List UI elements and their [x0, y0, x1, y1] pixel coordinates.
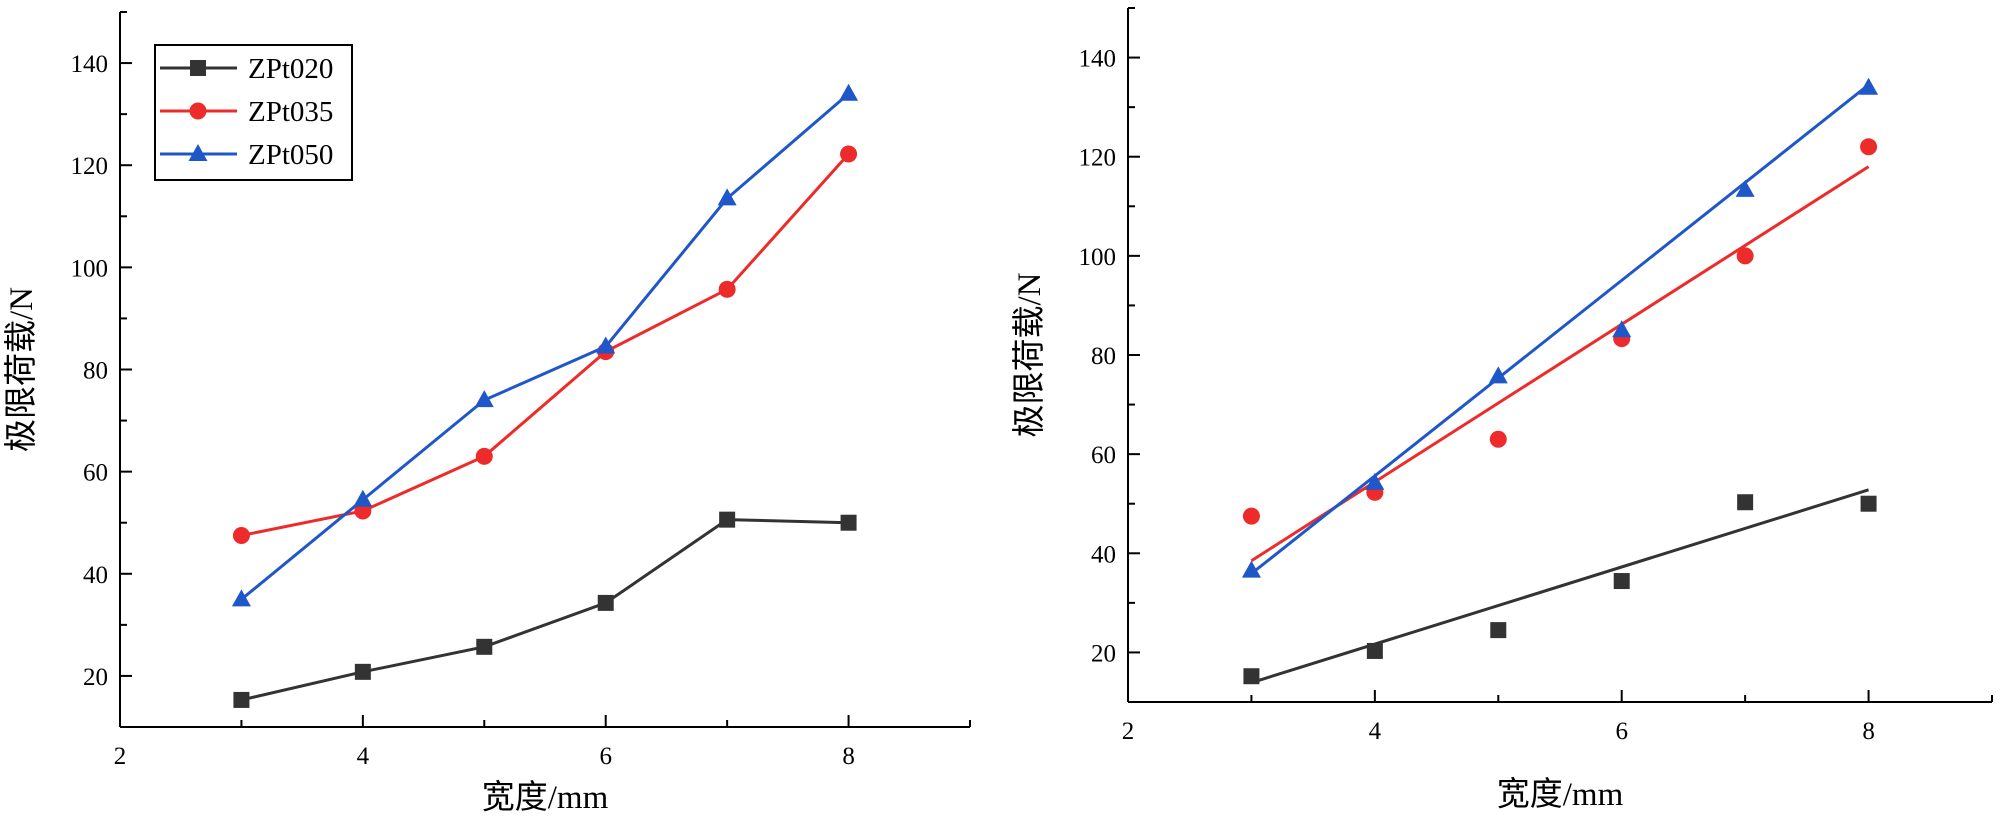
legend-marker — [188, 144, 208, 161]
fit-line-ZPt035 — [1250, 165, 1870, 562]
series-ZPt050 — [231, 83, 859, 607]
data-point-ZPt050 — [1735, 179, 1755, 197]
data-point-ZPt020 — [1613, 573, 1630, 590]
data-point-ZPt020 — [1737, 494, 1754, 511]
y-tick-label: 20 — [1091, 640, 1116, 667]
data-point-ZPt020 — [719, 511, 736, 528]
data-point-ZPt050 — [231, 589, 251, 607]
chart-panel-2: 20 40 60 80 100 120 140 2 4 6 8 宽度/mm 极限荷载/N — [1011, 7, 1993, 813]
data-point-ZPt020 — [476, 638, 493, 655]
data-point-ZPt050 — [839, 83, 859, 101]
data-point-ZPt035 — [1489, 430, 1507, 448]
data-point-ZPt050 — [1612, 320, 1632, 338]
x-tick-label: 2 — [1122, 718, 1135, 745]
data-point-ZPt035 — [232, 526, 250, 544]
legend-marker — [189, 102, 207, 120]
series-ZPt020 — [1243, 488, 1877, 685]
series-ZPt035 — [1242, 138, 1878, 562]
y-axis-title: 极限荷载/N — [3, 287, 40, 452]
data-point-ZPt035 — [1860, 138, 1878, 156]
y-tick-label: 20 — [83, 664, 108, 691]
y-tick-label: 100 — [1079, 244, 1117, 271]
data-point-ZPt035 — [475, 447, 493, 465]
legend-label: ZPt035 — [248, 96, 333, 128]
y-tick-label: 140 — [71, 51, 109, 78]
legend: ZPt020 ZPt035 ZPt050 — [154, 44, 353, 181]
x-tick-label: 4 — [357, 743, 370, 770]
data-point-ZPt050 — [1365, 472, 1385, 490]
data-point-ZPt050 — [1859, 77, 1879, 95]
data-point-ZPt020 — [1860, 495, 1877, 512]
y-tick-label: 80 — [83, 358, 108, 385]
data-point-ZPt020 — [597, 594, 614, 611]
x-tick-label: 8 — [842, 743, 855, 770]
series-ZPt035 — [232, 145, 858, 544]
x-tick-label: 8 — [1862, 718, 1875, 745]
legend-marker — [190, 60, 206, 76]
data-point-ZPt035 — [840, 145, 858, 163]
data-point-ZPt035 — [1736, 247, 1754, 265]
y-tick-label: 140 — [1079, 46, 1117, 73]
data-point-ZPt050 — [717, 188, 737, 206]
series-line-ZPt035 — [241, 152, 850, 537]
data-point-ZPt035 — [1242, 507, 1260, 525]
fit-line-ZPt020 — [1250, 488, 1870, 685]
y-tick-label: 40 — [83, 562, 108, 589]
series-line-ZPt020 — [241, 518, 849, 702]
data-point-ZPt020 — [233, 691, 250, 708]
data-point-ZPt020 — [354, 663, 371, 680]
legend-label: ZPt050 — [248, 139, 333, 171]
data-point-ZPt050 — [353, 489, 373, 507]
series-line-ZPt050 — [240, 92, 850, 601]
series-ZPt050 — [1241, 77, 1879, 578]
series-ZPt020 — [233, 511, 857, 708]
data-point-ZPt020 — [840, 514, 857, 531]
x-axis-title: 宽度/mm — [1497, 776, 1624, 813]
x-tick-label: 6 — [599, 743, 612, 770]
x-tick-label: 2 — [114, 743, 127, 770]
y-tick-label: 80 — [1091, 343, 1116, 370]
data-point-ZPt050 — [1241, 560, 1261, 578]
fit-line-ZPt050 — [1250, 83, 1870, 575]
y-tick-label: 40 — [1091, 541, 1116, 568]
data-point-ZPt050 — [1488, 366, 1508, 384]
legend-label: ZPt020 — [248, 53, 333, 85]
data-point-ZPt020 — [1490, 622, 1507, 639]
data-point-ZPt020 — [1366, 642, 1383, 659]
y-tick-label: 100 — [71, 255, 109, 282]
y-tick-label: 120 — [1079, 145, 1117, 172]
data-point-ZPt020 — [1243, 668, 1260, 685]
data-point-ZPt050 — [474, 390, 494, 408]
data-point-ZPt035 — [718, 280, 736, 298]
y-tick-label: 60 — [83, 460, 108, 487]
x-axis-title: 宽度/mm — [482, 779, 609, 816]
data-point-ZPt050 — [596, 336, 616, 354]
x-tick-label: 6 — [1615, 718, 1628, 745]
x-tick-label: 4 — [1369, 718, 1382, 745]
y-tick-label: 60 — [1091, 442, 1116, 469]
y-axis-title: 极限荷载/N — [1011, 272, 1048, 437]
y-tick-label: 120 — [71, 153, 109, 180]
